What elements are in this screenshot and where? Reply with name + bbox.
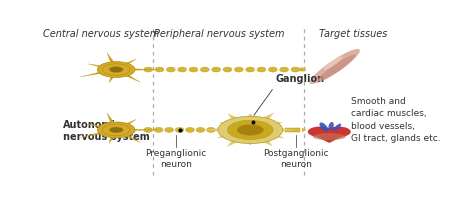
Polygon shape <box>217 134 230 138</box>
Text: Smooth and
cardiac muscles,
blood vessels,
GI tract, glands etc.: Smooth and cardiac muscles, blood vessel… <box>351 96 441 143</box>
Polygon shape <box>276 128 295 132</box>
Polygon shape <box>88 65 105 69</box>
Polygon shape <box>219 123 230 127</box>
Ellipse shape <box>189 68 198 73</box>
Ellipse shape <box>328 122 334 131</box>
Polygon shape <box>107 113 115 125</box>
Polygon shape <box>259 139 272 146</box>
Polygon shape <box>123 60 137 66</box>
Circle shape <box>308 127 333 137</box>
Polygon shape <box>123 134 140 143</box>
Ellipse shape <box>319 123 328 132</box>
Ellipse shape <box>144 128 153 133</box>
Polygon shape <box>259 113 273 122</box>
Polygon shape <box>270 134 284 138</box>
Circle shape <box>218 117 283 144</box>
Ellipse shape <box>323 57 343 71</box>
Ellipse shape <box>201 68 209 73</box>
Polygon shape <box>246 114 255 120</box>
Polygon shape <box>80 72 105 77</box>
Polygon shape <box>123 120 137 126</box>
Circle shape <box>109 67 123 73</box>
Polygon shape <box>109 76 115 83</box>
Bar <box>285 128 300 132</box>
Ellipse shape <box>186 128 194 133</box>
Text: Postganglionic
neuron: Postganglionic neuron <box>264 149 329 168</box>
Ellipse shape <box>175 128 184 133</box>
Polygon shape <box>228 114 242 122</box>
Polygon shape <box>228 139 242 147</box>
Polygon shape <box>270 122 283 127</box>
Ellipse shape <box>166 68 175 73</box>
Text: Central nervous system: Central nervous system <box>43 29 160 39</box>
Circle shape <box>326 127 351 137</box>
Ellipse shape <box>280 68 289 73</box>
Bar <box>300 69 305 72</box>
Polygon shape <box>88 125 105 129</box>
Ellipse shape <box>98 122 135 138</box>
Polygon shape <box>204 128 225 132</box>
Ellipse shape <box>178 68 187 73</box>
Ellipse shape <box>223 68 232 73</box>
Bar <box>285 128 300 132</box>
Ellipse shape <box>334 124 341 131</box>
Bar <box>300 69 305 72</box>
Ellipse shape <box>257 68 266 73</box>
Ellipse shape <box>234 68 243 73</box>
Ellipse shape <box>155 68 164 73</box>
Polygon shape <box>246 141 255 145</box>
Ellipse shape <box>310 50 360 85</box>
Ellipse shape <box>154 128 163 133</box>
Text: Target tissues: Target tissues <box>319 29 387 39</box>
Ellipse shape <box>313 133 346 140</box>
Text: Preganglionic
neuron: Preganglionic neuron <box>145 149 207 168</box>
Text: Ganglion: Ganglion <box>276 74 325 84</box>
Ellipse shape <box>164 128 173 133</box>
Polygon shape <box>109 136 115 144</box>
Polygon shape <box>130 129 159 131</box>
Ellipse shape <box>291 68 300 73</box>
Circle shape <box>109 127 123 133</box>
Polygon shape <box>123 74 140 83</box>
Polygon shape <box>308 133 351 143</box>
Ellipse shape <box>268 68 277 73</box>
Circle shape <box>237 125 264 136</box>
Ellipse shape <box>318 55 356 82</box>
Polygon shape <box>80 132 105 138</box>
Ellipse shape <box>246 68 255 73</box>
Ellipse shape <box>98 62 135 78</box>
Text: Autonomic
nervous system: Autonomic nervous system <box>63 120 150 141</box>
Circle shape <box>228 121 273 140</box>
Ellipse shape <box>196 128 205 133</box>
Text: Peripheral nervous system: Peripheral nervous system <box>154 29 284 39</box>
Ellipse shape <box>212 68 220 73</box>
Polygon shape <box>107 53 115 65</box>
Ellipse shape <box>144 68 153 73</box>
Polygon shape <box>130 69 159 71</box>
Ellipse shape <box>207 128 215 133</box>
